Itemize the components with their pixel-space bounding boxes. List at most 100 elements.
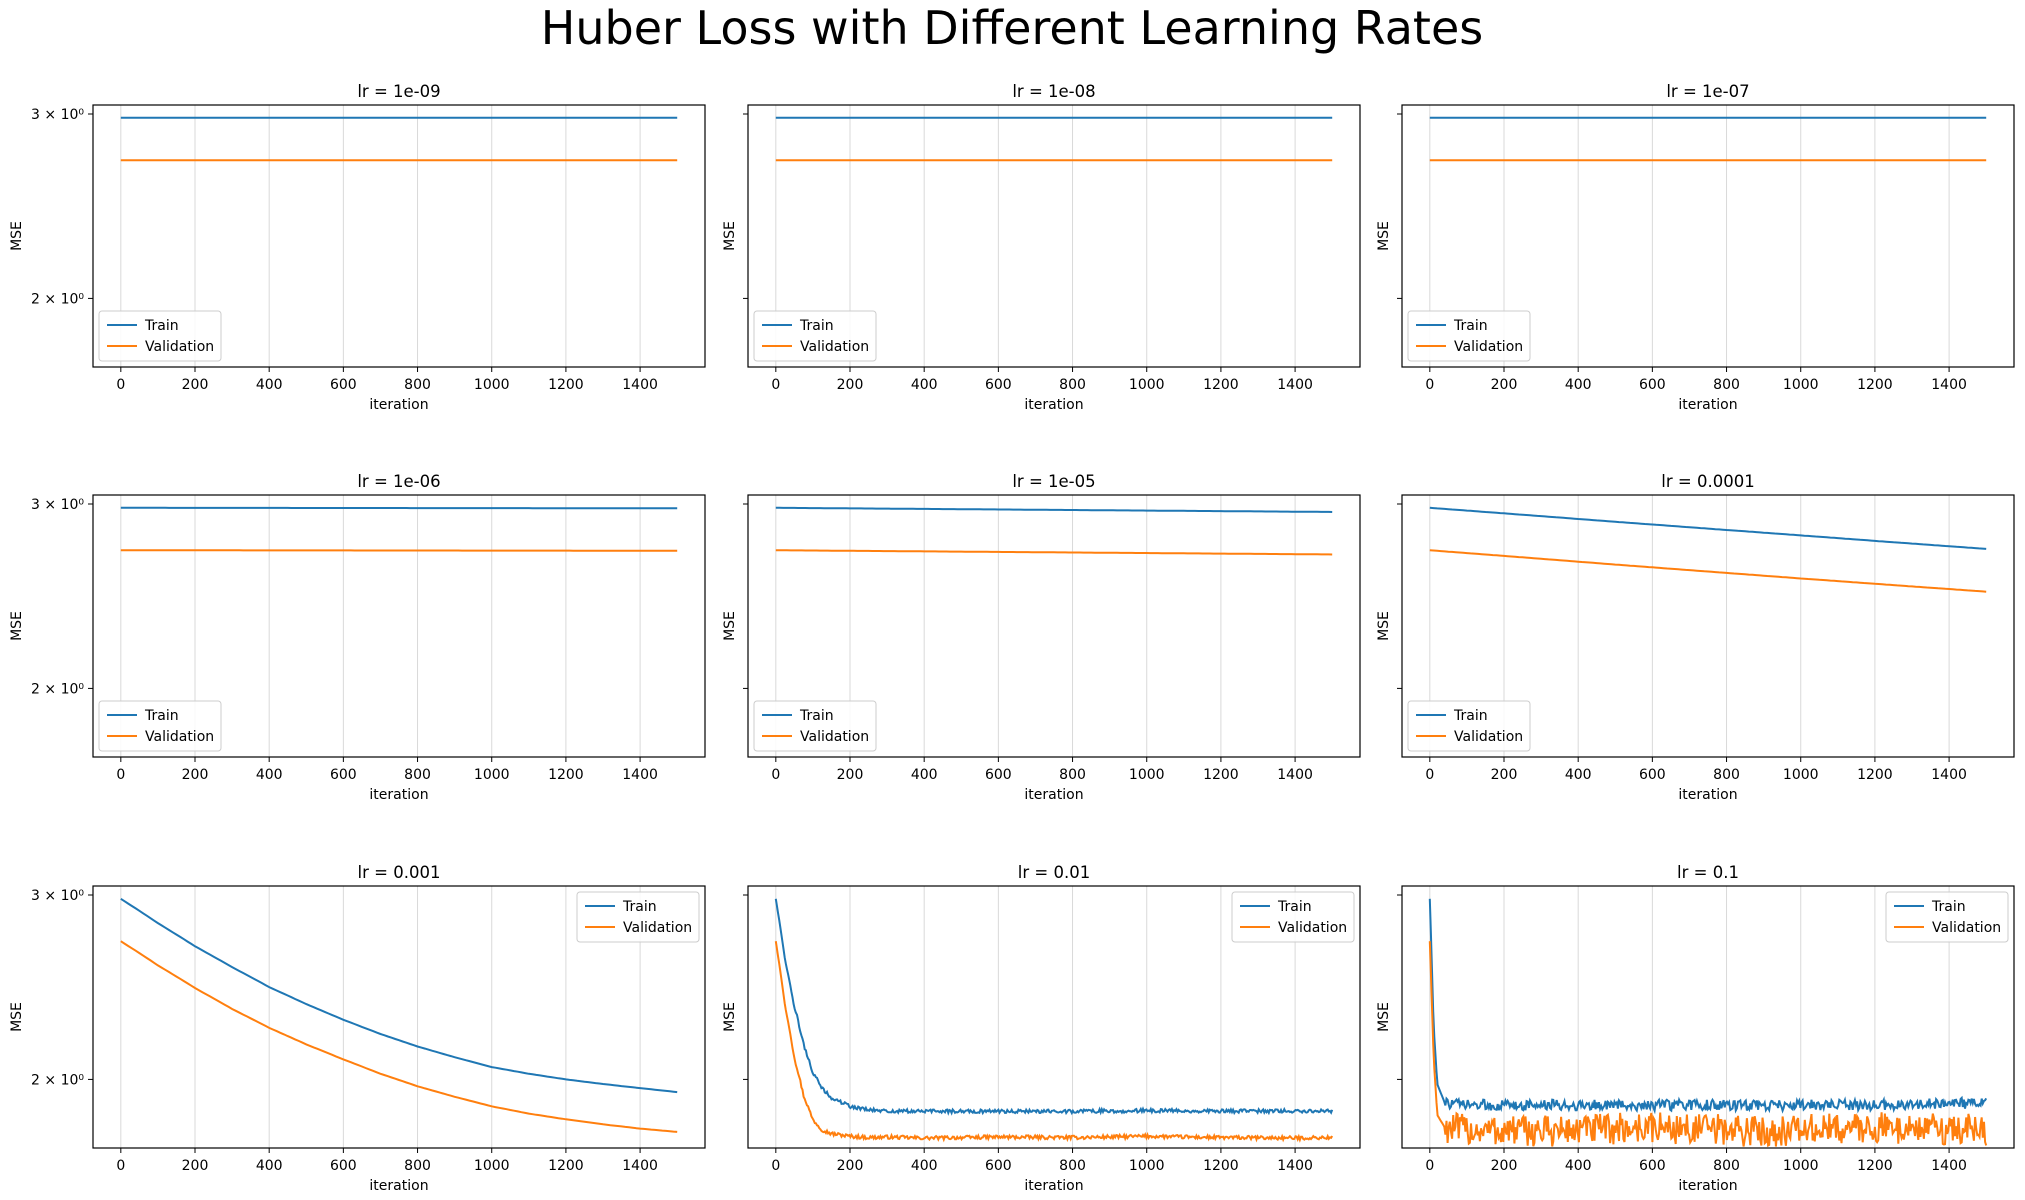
legend-label: Validation [1278, 920, 1347, 936]
x-tick-label: 1000 [1783, 377, 1819, 393]
y-tick-label: 2 × 10⁰ [31, 1072, 84, 1088]
legend-box [1885, 891, 2009, 943]
x-tick-label: 1400 [1277, 377, 1313, 393]
subplot-grid: 0 200 400 600 800 1000 1200 1400 2 × 10⁰ 3 × 10⁰ l… [9, 82, 2015, 1194]
subplot-title: lr = 0.01 [1018, 863, 1090, 882]
axes-frame [1401, 104, 2015, 368]
x-tick-label: 0 [771, 377, 780, 393]
series-line-validation [775, 549, 1333, 556]
y-tick-label: 2 × 10⁰ [31, 681, 84, 697]
x-tick-label: 200 [1491, 1158, 1518, 1174]
y-axis-label: MSE [9, 611, 25, 641]
x-tick-label: 400 [911, 1158, 938, 1174]
x-tick-label: 1400 [622, 1158, 658, 1174]
x-tick-label: 200 [1491, 377, 1518, 393]
x-tick-label: 600 [1639, 767, 1666, 783]
x-tick-label: 200 [837, 767, 864, 783]
subplot-6: 0 200 400 600 800 1000 1200 1400 lr = 0.0001 iter… [1376, 472, 2015, 803]
x-tick-label: 400 [1565, 767, 1592, 783]
legend-label: Train [1453, 708, 1488, 724]
legend: Train Validation [1407, 700, 1531, 752]
x-axis-label: iteration [369, 397, 428, 413]
subplot-title: lr = 1e-07 [1666, 82, 1749, 101]
y-axis-label: MSE [722, 611, 738, 641]
legend: Train Validation [753, 310, 877, 362]
x-tick-label: 1000 [474, 1158, 510, 1174]
x-axis-label: iteration [1024, 1178, 1083, 1194]
series-line-validation [1428, 941, 1988, 1148]
x-tick-label: 800 [404, 767, 431, 783]
legend-box [98, 700, 222, 752]
x-tick-label: 1200 [1857, 377, 1893, 393]
legend-box [753, 700, 877, 752]
legend-label: Train [1453, 318, 1488, 334]
x-tick-label: 0 [116, 767, 125, 783]
x-tick-label: 0 [771, 767, 780, 783]
x-tick-label: 800 [1059, 377, 1086, 393]
axes-frame [92, 494, 706, 758]
subplot-5: 0 200 400 600 800 1000 1200 1400 lr = 1e-05 itera… [722, 472, 1361, 803]
subplot-4: 0 200 400 600 800 1000 1200 1400 2 × 10⁰ 3 × 10⁰ l… [9, 472, 706, 803]
series-line-train [120, 506, 678, 510]
legend-label: Train [622, 899, 657, 915]
legend: Train Validation [1407, 310, 1531, 362]
legend-box [753, 310, 877, 362]
x-tick-label: 1200 [1857, 767, 1893, 783]
legend: Train Validation [1231, 891, 1355, 943]
x-tick-label: 400 [911, 377, 938, 393]
x-tick-label: 1000 [474, 767, 510, 783]
legend: Train Validation [1885, 891, 2009, 943]
subplot-9: 0 200 400 600 800 1000 1200 1400 lr = 0.1 iterati… [1376, 863, 2015, 1194]
subplot-title: lr = 0.1 [1677, 863, 1739, 882]
series-line-train [774, 898, 1334, 1116]
x-tick-label: 1200 [1857, 1158, 1893, 1174]
axes-frame [1401, 494, 2015, 758]
legend: Train Validation [98, 310, 222, 362]
x-tick-label: 200 [837, 377, 864, 393]
y-axis-label: MSE [1376, 611, 1392, 641]
figure-title: Huber Loss with Different Learning Rates [541, 1, 1483, 55]
x-axis-label: iteration [1024, 787, 1083, 803]
x-tick-label: 600 [1639, 377, 1666, 393]
x-tick-label: 1000 [1783, 1158, 1819, 1174]
x-tick-label: 600 [985, 377, 1012, 393]
legend-label: Validation [800, 729, 869, 745]
x-tick-label: 600 [330, 377, 357, 393]
legend-label: Train [1931, 899, 1966, 915]
x-tick-label: 200 [182, 377, 209, 393]
x-tick-label: 800 [1713, 377, 1740, 393]
x-tick-label: 600 [985, 767, 1012, 783]
x-tick-label: 1000 [1129, 377, 1165, 393]
x-axis-label: iteration [1024, 397, 1083, 413]
subplot-title: lr = 1e-09 [357, 82, 440, 101]
y-axis-label: MSE [9, 221, 25, 251]
x-tick-label: 400 [256, 1158, 283, 1174]
legend-label: Validation [145, 339, 214, 355]
x-tick-label: 1200 [548, 377, 584, 393]
axes-frame [1401, 885, 2015, 1149]
x-tick-label: 1000 [474, 377, 510, 393]
x-axis-label: iteration [369, 1178, 428, 1194]
x-tick-label: 600 [330, 1158, 357, 1174]
x-tick-label: 800 [1059, 1158, 1086, 1174]
series-line-validation [774, 941, 1334, 1143]
series-line-train [1428, 898, 1988, 1115]
x-tick-label: 1400 [622, 767, 658, 783]
legend-label: Validation [623, 920, 692, 936]
legend-label: Validation [1454, 339, 1523, 355]
x-tick-label: 0 [116, 1158, 125, 1174]
legend-label: Validation [1454, 729, 1523, 745]
subplot-title: lr = 0.0001 [1661, 472, 1754, 491]
x-tick-label: 0 [1425, 767, 1434, 783]
y-axis-label: MSE [722, 221, 738, 251]
legend-label: Train [144, 318, 179, 334]
subplot-title: lr = 1e-05 [1012, 472, 1095, 491]
x-tick-label: 0 [1425, 377, 1434, 393]
subplot-title: lr = 1e-08 [1012, 82, 1095, 101]
subplot-title: lr = 0.001 [358, 863, 441, 882]
y-axis-label: MSE [722, 1002, 738, 1032]
x-tick-label: 1000 [1129, 767, 1165, 783]
series-line-validation [1429, 549, 1987, 593]
x-tick-label: 400 [911, 767, 938, 783]
x-axis-label: iteration [369, 787, 428, 803]
